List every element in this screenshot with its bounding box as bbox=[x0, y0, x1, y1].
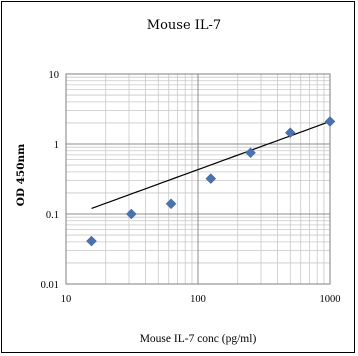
data-point bbox=[245, 147, 256, 159]
y-tick-label: 1 bbox=[54, 140, 59, 151]
x-tick-label: 10 bbox=[61, 294, 72, 305]
data-points bbox=[86, 116, 336, 247]
x-axis-label: Mouse IL-7 conc (pg/ml) bbox=[140, 333, 257, 345]
y-tick-label: 0.01 bbox=[41, 280, 59, 291]
y-tick-label: 0.1 bbox=[46, 210, 59, 221]
data-point bbox=[165, 198, 177, 210]
chart-frame: Mouse IL-7 0.01 0.1 1 10 10 100 1000 Mouse IL… bbox=[1, 1, 355, 353]
y-tick-label: 10 bbox=[49, 70, 60, 81]
chart: Mouse IL-7 0.01 0.1 1 10 10 100 1000 Mouse IL… bbox=[15, 18, 341, 345]
data-point bbox=[324, 116, 336, 127]
data-point bbox=[205, 173, 217, 184]
chart-title: Mouse IL-7 bbox=[147, 18, 221, 33]
x-tick-labels: 10 100 1000 bbox=[61, 294, 341, 305]
y-axis-label: OD 450nm bbox=[15, 144, 27, 207]
data-point bbox=[86, 235, 97, 247]
data-point bbox=[284, 127, 296, 139]
plot-area-border bbox=[65, 73, 331, 285]
x-tick-label: 100 bbox=[190, 294, 206, 305]
x-tick-label: 1000 bbox=[320, 294, 341, 305]
data-point bbox=[125, 208, 137, 220]
y-tick-labels: 0.01 0.1 1 10 bbox=[41, 70, 59, 291]
